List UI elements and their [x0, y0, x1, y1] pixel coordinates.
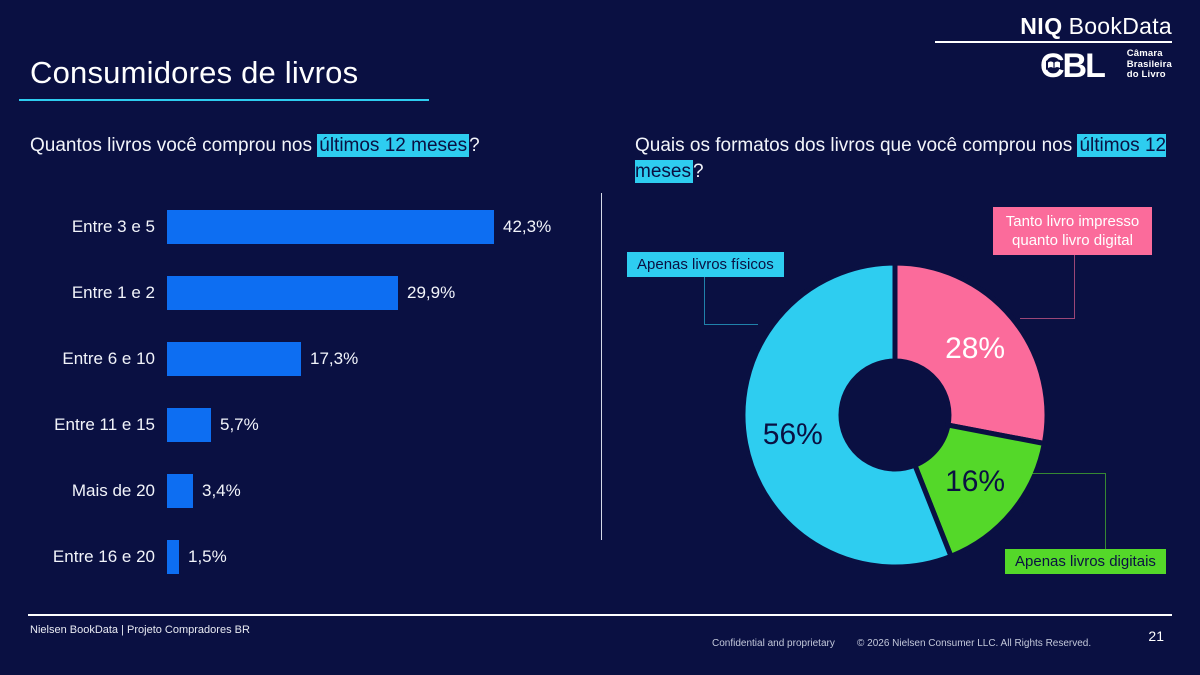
bar-category-label: Entre 1 e 2 [71, 283, 155, 302]
bar-value-label: 42,3% [503, 217, 552, 236]
section-divider-line [601, 193, 602, 540]
niq-logo-text: NIQ [1020, 13, 1063, 39]
title-underline [19, 99, 429, 101]
bar [167, 276, 398, 310]
right-chart-question: Quais os formatos dos livros que você co… [635, 134, 1167, 183]
bar [167, 408, 211, 442]
open-book-pages-icon [1047, 61, 1060, 68]
donut-slice-apenas-livros-digitais [911, 422, 1048, 560]
callout-connector-impresso-digital [1020, 252, 1075, 319]
bar-category-label: Entre 11 e 15 [54, 415, 155, 434]
bar-row: Entre 6 e 10 17,3% [30, 326, 605, 392]
bar [167, 210, 494, 244]
cbl-org-name: Câmara Brasileira do Livro [1126, 48, 1172, 81]
left-chart-question: Quantos livros você comprou nos últimos … [30, 134, 480, 157]
bar-category-label: Mais de 20 [71, 481, 155, 500]
highlight-ultimos-12-meses: últimos 12 meses [317, 134, 470, 157]
bar-row: Entre 1 e 2 29,9% [30, 260, 605, 326]
bar-value-label: 29,9% [407, 283, 456, 302]
bar-value-label: 1,5% [188, 547, 227, 566]
brand-divider-line [935, 41, 1172, 43]
bar-value-label: 17,3% [310, 349, 359, 368]
bar-category-label: Entre 3 e 5 [71, 217, 155, 236]
bar [167, 540, 179, 574]
bar-row: Entre 3 e 5 42,3% [30, 194, 605, 260]
callout-connector-fisicos [704, 277, 758, 325]
callout-apenas-livros-fisicos: Apenas livros físicos [627, 252, 784, 277]
bar-category-label: Entre 6 e 10 [62, 349, 155, 368]
footer-confidential: Confidential and proprietary [712, 638, 835, 649]
bar-value-label: 3,4% [202, 481, 241, 500]
callout-apenas-livros-digitais: Apenas livros digitais [1005, 549, 1166, 574]
donut-percent-label: 56% [763, 418, 823, 451]
bar-row: Entre 16 e 20 1,5% [30, 524, 605, 590]
page-number: 21 [1148, 628, 1164, 644]
bookdata-logo-text: BookData [1068, 13, 1172, 39]
donut-slice-tanto-livro-impresso-quanto-livro-digital [892, 260, 1050, 447]
bar-value-label: 5,7% [220, 415, 259, 434]
cbl-logo-icon: CBL [1040, 47, 1107, 84]
page-title: Consumidores de livros [30, 55, 359, 90]
donut-slice-apenas-livros-f-sicos [740, 260, 955, 570]
bar-category-label: Entre 16 e 20 [52, 547, 155, 566]
donut-percent-label: 28% [945, 332, 1005, 365]
donut-percent-label: 16% [945, 465, 1005, 498]
cbl-logo: CBL Câmara Brasileira do Livro [1040, 46, 1172, 84]
bar-chart: Entre 3 e 5 42,3% Entre 1 e 2 29,9% Entre 6 … [30, 194, 605, 590]
niq-bookdata-logo: NIQ BookData [1020, 13, 1172, 40]
bar [167, 474, 193, 508]
bar-row: Mais de 20 3,4% [30, 458, 605, 524]
donut-chart: 28% 16% 56% [740, 260, 1050, 570]
callout-tanto-impresso-quanto-digital: Tanto livro impresso quanto livro digita… [993, 207, 1152, 255]
footer-divider-line [28, 614, 1172, 616]
callout-connector-digitais [1030, 473, 1106, 549]
bar [167, 342, 301, 376]
bar-row: Entre 11 e 15 5,7% [30, 392, 605, 458]
footer-copyright: © 2026 Nielsen Consumer LLC. All Rights … [857, 638, 1092, 649]
footer-source: Nielsen BookData | Projeto Compradores B… [30, 624, 250, 636]
